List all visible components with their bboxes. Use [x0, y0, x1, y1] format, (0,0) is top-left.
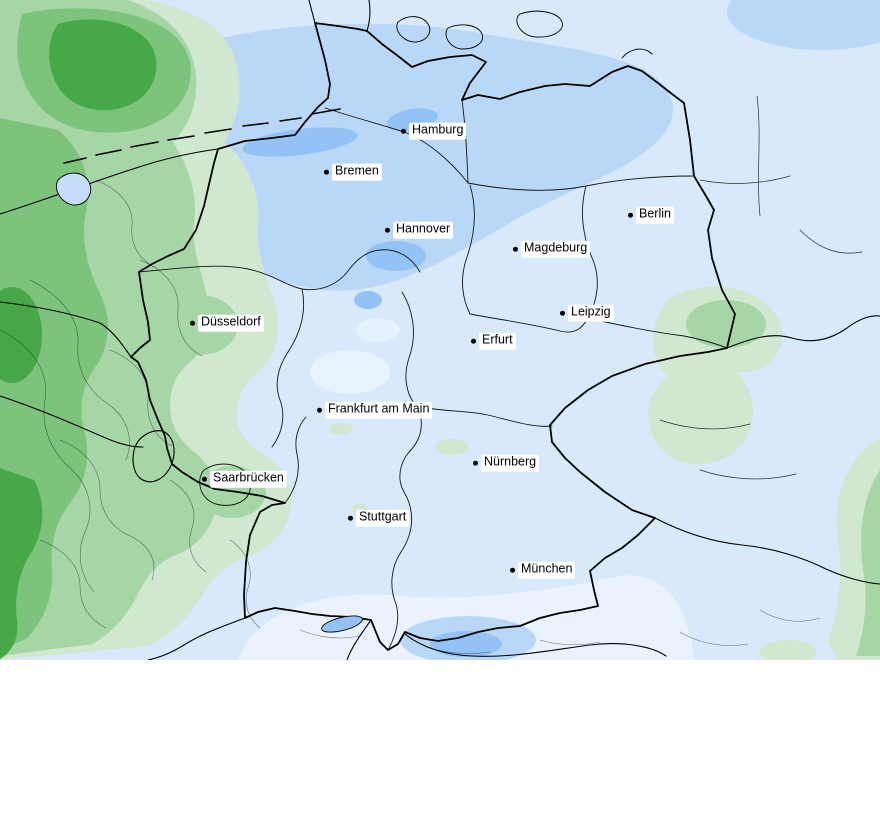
city-marker: Stuttgart: [348, 509, 410, 527]
city-dot-icon: [385, 227, 390, 233]
city-dot-icon: [401, 128, 406, 134]
info-panel: Temperatur in 2m (in °C) Modell: GFS 12z…: [0, 660, 880, 830]
city-label: München: [518, 561, 576, 579]
city-dot-icon: [560, 310, 565, 316]
map-art: [0, 0, 880, 660]
city-label: Stuttgart: [356, 509, 410, 527]
city-dot-icon: [317, 407, 322, 413]
borders-layer: [0, 0, 880, 660]
city-label: Frankfurt am Main: [325, 401, 433, 419]
city-marker: Saarbrücken: [202, 470, 287, 488]
city-dot-icon: [202, 476, 207, 482]
city-label: Düsseldorf: [198, 314, 264, 332]
city-marker: Hamburg: [401, 122, 467, 140]
city-label: Bremen: [332, 163, 382, 181]
city-marker: Frankfurt am Main: [317, 401, 433, 419]
city-marker: Magdeburg: [513, 240, 591, 258]
city-dot-icon: [510, 567, 515, 573]
city-marker: Leipzig: [560, 304, 614, 322]
city-dot-icon: [473, 460, 478, 466]
city-marker: Nürnberg: [473, 454, 540, 472]
city-dot-icon: [513, 246, 518, 252]
city-dot-icon: [471, 338, 476, 344]
city-label: Erfurt: [479, 332, 516, 350]
city-label: Nürnberg: [481, 454, 540, 472]
city-marker: Düsseldorf: [190, 314, 264, 332]
city-marker: München: [510, 561, 576, 579]
city-marker: Erfurt: [471, 332, 516, 350]
city-label: Hamburg: [409, 122, 467, 140]
city-label: Hannover: [393, 221, 454, 239]
city-label: Leipzig: [568, 304, 614, 322]
temperature-map: Hamburg Bremen Hannover Berlin Magdeburg Düss…: [0, 0, 880, 660]
city-marker: Bremen: [324, 163, 382, 181]
city-dot-icon: [324, 169, 329, 175]
city-dot-icon: [190, 320, 195, 326]
city-label: Saarbrücken: [210, 470, 287, 488]
city-marker: Hannover: [385, 221, 454, 239]
city-label: Berlin: [636, 206, 674, 224]
city-label: Magdeburg: [521, 240, 591, 258]
city-marker: Berlin: [628, 206, 674, 224]
city-dot-icon: [348, 515, 353, 521]
city-dot-icon: [628, 212, 633, 218]
